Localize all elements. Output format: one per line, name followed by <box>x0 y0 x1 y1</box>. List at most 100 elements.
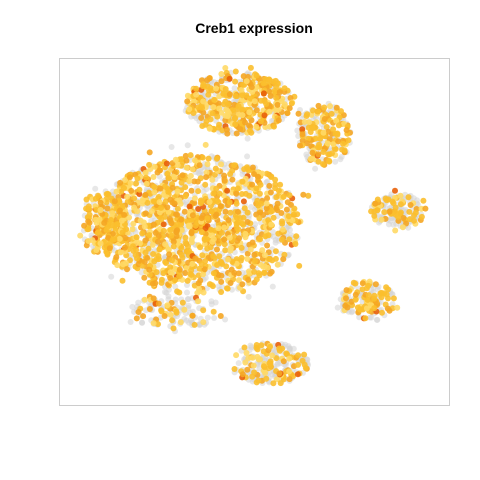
data-point-expressed <box>133 315 140 322</box>
data-point-expressed <box>330 141 337 148</box>
data-point-expressed <box>142 210 149 217</box>
data-point-expressed <box>383 197 390 204</box>
data-point-expressed <box>245 276 252 283</box>
data-point-expressed <box>184 277 191 284</box>
data-point-expressed <box>191 200 198 206</box>
data-point-expressed <box>333 117 340 124</box>
data-point-expressed <box>182 193 189 200</box>
data-point-expressed <box>233 200 240 207</box>
data-point-expressed <box>150 320 157 327</box>
data-point-expressed <box>156 199 163 206</box>
data-point-expressed <box>263 375 270 382</box>
data-point-expressed <box>212 165 219 172</box>
data-point-expressed <box>235 208 241 215</box>
data-point-expressed <box>274 261 281 268</box>
data-point-unexpressed <box>138 269 145 276</box>
data-point-expressed <box>150 295 157 302</box>
data-point-expressed <box>209 238 216 245</box>
data-point-expressed <box>263 205 270 212</box>
data-point-expressed <box>263 200 270 207</box>
data-point-expressed <box>333 104 340 111</box>
data-point-expressed <box>305 192 312 199</box>
data-point-expressed <box>202 141 209 148</box>
data-point-expressed <box>150 251 157 257</box>
data-point-expressed <box>183 248 190 255</box>
data-point-expressed <box>164 204 171 211</box>
data-point-expressed <box>386 208 393 215</box>
data-point-expressed <box>334 131 341 138</box>
data-point-unexpressed <box>184 142 191 149</box>
data-point-expressed <box>153 269 160 276</box>
data-point-expressed <box>244 209 251 216</box>
data-point-expressed <box>188 187 195 194</box>
data-point-expressed <box>202 181 209 188</box>
data-point-expressed <box>371 295 378 302</box>
data-point-expressed <box>216 121 223 128</box>
data-point-expressed <box>299 131 306 138</box>
data-point-expressed <box>226 91 233 98</box>
data-point-expressed <box>251 98 258 105</box>
data-point-expressed <box>198 215 205 222</box>
data-point-expressed <box>214 262 221 268</box>
data-point-expressed <box>269 257 276 264</box>
data-point-expressed <box>239 281 246 288</box>
data-point-expressed <box>301 351 308 358</box>
data-point-expressed <box>152 280 159 287</box>
data-point-expressed <box>249 164 256 171</box>
data-point-expressed <box>254 353 261 360</box>
data-point-expressed <box>278 236 285 243</box>
data-point-expressed <box>299 126 306 133</box>
data-point-expressed <box>216 253 223 260</box>
data-point-unexpressed <box>332 158 339 165</box>
data-point-expressed <box>307 155 314 162</box>
data-point-unexpressed <box>184 289 190 296</box>
data-point-expressed <box>385 286 392 293</box>
data-point-expressed <box>260 363 267 370</box>
data-point-expressed <box>273 376 280 383</box>
data-point-expressed <box>244 219 251 225</box>
data-point-expressed <box>189 212 196 219</box>
data-point-expressed <box>221 241 228 248</box>
data-point-expressed <box>324 140 331 147</box>
data-point-expressed <box>149 241 156 248</box>
data-point-unexpressed <box>168 144 175 150</box>
data-point-expressed <box>209 176 216 183</box>
data-point-expressed <box>163 160 170 167</box>
data-point-expressed <box>315 158 322 165</box>
data-point-expressed <box>111 236 118 243</box>
data-point-expressed <box>223 126 230 133</box>
data-point-unexpressed <box>200 188 207 195</box>
data-point-expressed <box>261 112 268 119</box>
data-point-expressed <box>326 157 333 164</box>
data-point-expressed <box>182 270 189 276</box>
data-point-expressed <box>156 209 163 216</box>
data-point-expressed <box>352 296 359 303</box>
data-point-expressed <box>136 186 143 193</box>
data-point-expressed <box>268 221 275 228</box>
data-point-unexpressed <box>135 299 142 306</box>
data-point-expressed <box>150 221 157 228</box>
data-point-expressed <box>242 230 249 237</box>
data-point-expressed <box>201 266 208 273</box>
data-point-expressed <box>232 68 239 75</box>
data-point-expressed <box>121 211 128 218</box>
data-point-expressed <box>202 225 209 232</box>
data-point-expressed <box>285 213 292 220</box>
data-point-expressed <box>183 164 190 171</box>
data-point-expressed <box>343 127 350 134</box>
data-point-expressed <box>181 208 188 215</box>
data-point-expressed <box>108 222 115 229</box>
data-point-expressed <box>190 110 197 116</box>
data-point-expressed <box>233 190 240 197</box>
data-point-expressed <box>83 196 90 203</box>
data-point-expressed <box>165 209 172 215</box>
data-point-expressed <box>238 191 245 197</box>
data-point-expressed <box>233 130 240 137</box>
data-point-expressed <box>377 290 384 297</box>
data-point-expressed <box>395 213 401 220</box>
data-point-unexpressed <box>312 165 319 172</box>
data-point-unexpressed <box>269 283 276 290</box>
data-point-expressed <box>169 317 176 324</box>
data-point-expressed <box>256 190 263 197</box>
data-point-expressed <box>169 257 175 264</box>
